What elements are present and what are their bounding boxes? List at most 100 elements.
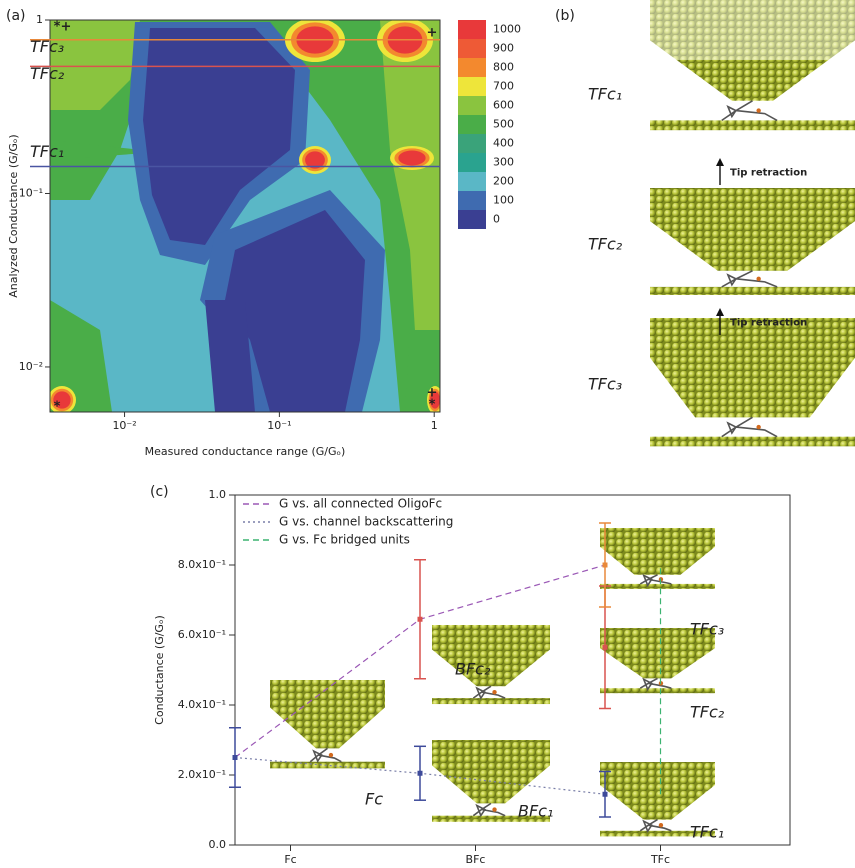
substrate — [600, 583, 715, 589]
panel-label: (a) — [6, 8, 26, 24]
arrow-head — [716, 308, 724, 316]
colorbar-label: 100 — [493, 194, 514, 207]
colorbar-swatch — [458, 134, 486, 153]
point — [232, 755, 238, 760]
colorbar-swatch — [458, 191, 486, 210]
colorbar-swatch — [458, 115, 486, 134]
structure-label: TFc₁ — [588, 85, 622, 104]
arrow-label: Tip retraction — [730, 318, 807, 329]
point — [417, 616, 423, 622]
colorbar-swatch — [458, 153, 486, 172]
substrate — [270, 761, 385, 769]
tip — [600, 528, 715, 575]
point — [602, 644, 608, 650]
colorbar-swatch — [458, 210, 486, 229]
substrate — [432, 698, 550, 705]
substrate — [650, 120, 855, 131]
molecule — [721, 416, 778, 438]
arrow-label: Tip retraction — [730, 168, 807, 179]
corner-mark: * — [54, 20, 61, 35]
tip — [650, 188, 855, 271]
substrate — [600, 688, 715, 694]
corner-mark: * — [429, 398, 436, 413]
x-tick-label: 1 — [431, 419, 438, 432]
molecule — [472, 802, 506, 818]
iron-atom — [658, 823, 664, 828]
contour-region — [50, 300, 112, 412]
plot-frame — [234, 494, 791, 846]
tip — [432, 625, 550, 687]
x-tick-label: Fc — [284, 853, 296, 866]
y-axis-label: Conductance (G/Gₒ) — [153, 615, 166, 725]
iron-atom — [328, 752, 334, 758]
iron-atom — [756, 276, 761, 282]
y-tick-label: 2.0x10⁻¹ — [178, 768, 226, 781]
structure-label: TFc₃ — [588, 375, 622, 394]
molecule — [721, 100, 778, 122]
y-axis-label: Analyzed Conductance (G/Gₒ) — [7, 134, 20, 297]
tip — [270, 680, 385, 749]
annotation-label: TFc₁ — [30, 142, 64, 161]
tip — [432, 740, 550, 804]
contour-map — [50, 20, 440, 412]
y-tick-label: 10⁻² — [19, 360, 43, 373]
molecule — [639, 818, 672, 833]
iron-atom — [492, 689, 497, 695]
tip — [650, 318, 855, 418]
colorbar-label: 700 — [493, 80, 514, 93]
molecule — [309, 747, 342, 763]
tip — [600, 628, 715, 679]
legend-label: G vs. channel backscattering — [279, 515, 453, 529]
contour-region — [143, 28, 295, 245]
contour-region — [205, 300, 255, 412]
molecule — [472, 685, 506, 700]
y-tick-label: 6.0x10⁻¹ — [178, 628, 226, 641]
point — [602, 791, 608, 797]
point-label: BFc₁ — [518, 802, 553, 821]
colorbar-label: 500 — [493, 118, 514, 131]
substrate — [650, 436, 855, 447]
substrate — [600, 830, 715, 837]
y-tick-label: 4.0x10⁻¹ — [178, 698, 226, 711]
y-tick-label: 0.0 — [209, 838, 227, 851]
x-tick-label: TFc — [650, 853, 670, 866]
contour-region — [50, 20, 440, 412]
point-label: TFc₃ — [690, 620, 724, 639]
contour-region — [430, 391, 440, 409]
x-tick-label: 10⁻² — [112, 419, 136, 432]
point — [417, 770, 423, 776]
contour-region — [225, 210, 365, 412]
contour-region — [305, 151, 325, 169]
plot-frame — [49, 19, 441, 413]
corner-mark: + — [61, 20, 72, 35]
colorbar-swatch — [458, 39, 486, 58]
x-axis-label: Measured conductance range (G/Gₒ) — [145, 445, 346, 458]
corner-mark: + — [427, 26, 438, 41]
contour-region — [50, 140, 160, 160]
contour-region — [50, 20, 140, 110]
colorbar-label: 600 — [493, 99, 514, 112]
colorbar-swatch — [458, 172, 486, 191]
colorbar-label: 0 — [493, 213, 500, 226]
point-label: BFc₂ — [455, 660, 491, 679]
corner-mark: * — [54, 400, 61, 415]
panel-label: (b) — [555, 8, 575, 24]
colorbar-swatch — [458, 96, 486, 115]
colorbar-label: 400 — [493, 137, 514, 150]
colorbar-label: 900 — [493, 42, 514, 55]
substrate — [432, 815, 550, 822]
substrate — [650, 286, 855, 295]
colorbar-label: 200 — [493, 175, 514, 188]
fade — [650, 0, 855, 60]
arrow-head — [716, 158, 724, 166]
legend-label: G vs. all connected OligoFc — [279, 497, 442, 511]
colorbar-swatch — [458, 20, 486, 39]
y-tick-label: 8.0x10⁻¹ — [178, 558, 226, 571]
colorbar-label: 800 — [493, 61, 514, 74]
point-label: TFc₂ — [690, 703, 725, 722]
structure-label: TFc₂ — [588, 235, 623, 254]
y-tick-label: 1.0 — [209, 488, 227, 501]
iron-atom — [492, 807, 497, 812]
structures: TFc₁ TFc₂ TFc₃ Tip retraction Tip retraction — [588, 0, 855, 447]
